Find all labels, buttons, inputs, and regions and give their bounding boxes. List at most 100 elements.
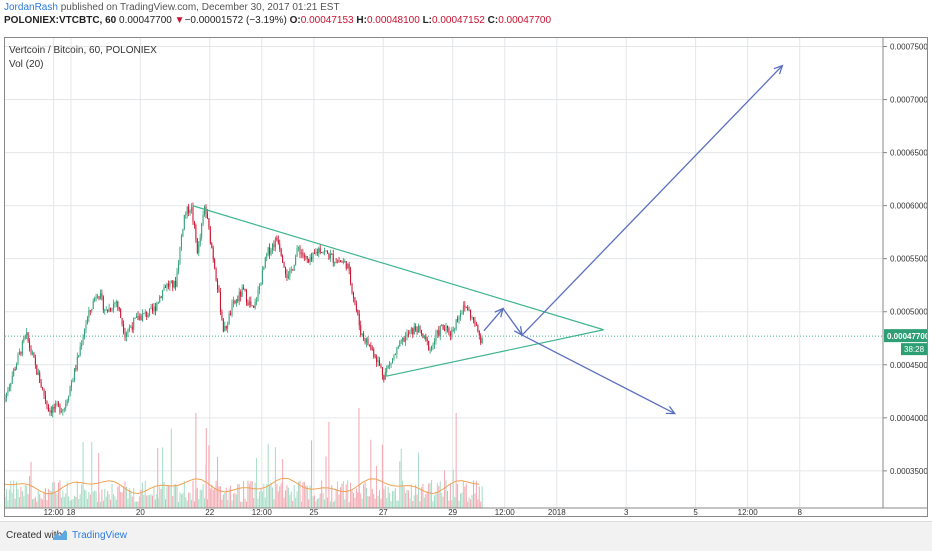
volume-bar [21,491,23,508]
last-price-tag-label: 0.00047700 [887,332,927,341]
volume-bar [120,492,122,508]
candle-body [232,300,234,304]
volume-bar [428,483,430,508]
volume-bar [425,494,427,508]
volume-bar [97,501,99,508]
volume-bar [180,494,182,508]
volume-bar [276,483,278,508]
countdown-tag-label: 38:28 [904,345,925,354]
volume-bar [209,488,211,508]
candle-body [105,309,107,311]
volume-bar [101,489,103,508]
candle-body [166,283,168,288]
volume-bar [241,501,243,508]
candle-body [418,325,420,333]
tradingview-link[interactable]: TradingView [72,530,128,541]
volume-bar [123,486,125,508]
candle-body [79,346,81,356]
candle-body [127,330,129,334]
volume-bar [354,497,356,508]
candle-body [46,400,48,406]
candle-body [60,411,62,413]
candle-body [425,335,427,339]
volume-bar [154,499,156,508]
candle-body [172,280,174,288]
volume-bar [151,495,153,508]
volume-bar [60,497,62,508]
x-tick-label: 18 [66,508,75,516]
triangle-lower-line [384,329,604,378]
volume-bar [302,482,304,508]
candle-body [280,249,282,256]
volume-bar [69,500,71,508]
volume-bar [326,497,328,508]
candle-body [133,318,135,330]
volume-bar [178,501,180,508]
candle-body [412,328,414,335]
candle-body [11,375,13,384]
candle-body [451,330,453,336]
volume-bar [251,481,253,508]
volume-bar [205,428,207,508]
volume-bar [298,481,300,508]
volume-bar [274,447,276,508]
candle-body [458,317,460,320]
volume-bar [237,483,239,508]
candle-body [444,329,446,331]
candle-body [56,403,58,405]
candle-body [110,308,112,311]
candle-body [95,296,97,299]
volume-bar [383,489,385,508]
volume-bar [13,480,15,508]
candle-body [426,338,428,342]
volume-bar [305,485,307,508]
volume-bar [247,480,249,508]
volume-bar [470,499,472,508]
volume-bar [183,481,185,508]
volume-bar [75,496,77,508]
volume-bar [164,499,167,508]
candle-body [300,252,302,255]
x-tick-label: 5 [693,508,698,516]
candle-body [436,330,438,334]
volume-bar [387,486,389,508]
volume-bar [157,448,159,508]
volume-bar [462,481,464,508]
volume-bar [117,486,119,508]
volume-bar [85,490,87,508]
volume-bar [23,496,25,508]
candle-body [224,326,226,332]
candle-body [202,214,204,225]
candle-body [467,307,469,311]
candle-body [230,313,232,316]
volume-bar [348,501,350,508]
author-link[interactable]: JordanRash [4,2,58,13]
volume-bar [102,500,104,508]
volume-bar [99,501,101,508]
candle-body [75,368,77,370]
candle-body [206,213,208,219]
candle-body [228,313,230,325]
candle-body [153,306,155,312]
volume-bar [36,501,38,508]
candle-body [104,310,106,311]
volume-bar [386,498,388,508]
candle-body [57,403,60,406]
candle-body [120,309,122,319]
candle-body [170,280,172,283]
volume-bar [481,486,483,508]
candle-body [111,309,113,311]
volume-bar [345,484,347,508]
candle-body [438,330,440,336]
candle-body [85,324,87,330]
volume-bar [300,501,302,508]
volume-bar [295,498,297,508]
volume-bar [105,496,107,508]
volume-bar [367,495,369,508]
volume-bar [182,493,184,508]
candle-body [124,332,126,338]
volume-bar [131,496,133,508]
candle-body [137,315,139,321]
candle-body [315,252,317,254]
